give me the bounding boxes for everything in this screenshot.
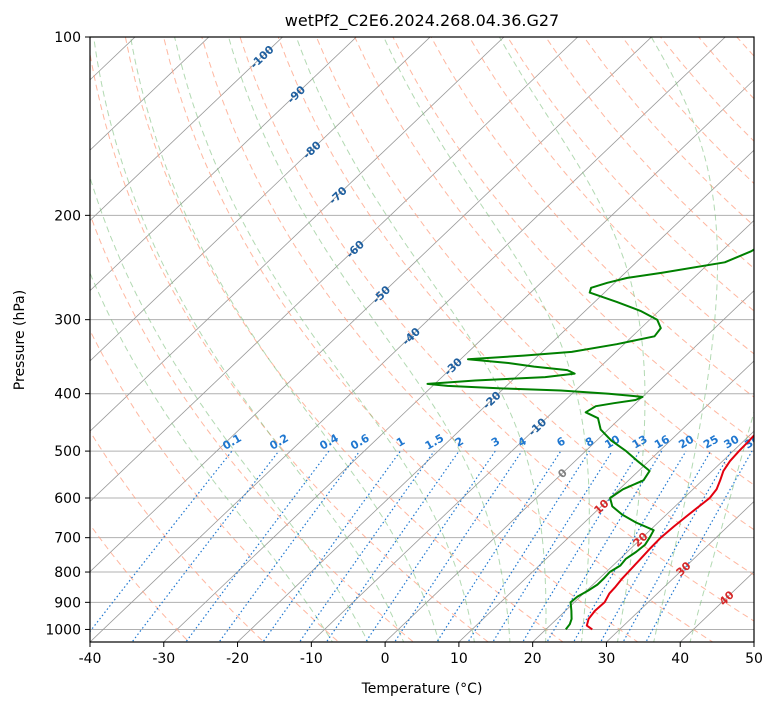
y-tick-label: 600: [54, 491, 81, 507]
moist-adiabat: [93, 37, 405, 642]
x-axis-label: Temperature (°C): [361, 681, 483, 697]
isotherm-line: [458, 360, 754, 642]
dewpoint-profile: [426, 248, 754, 631]
y-tick-label: 900: [54, 595, 81, 611]
moist-adiabat: [650, 37, 718, 642]
x-tick-label: -40: [79, 651, 102, 667]
plot-frame: [89, 36, 755, 643]
isotherm-line: [605, 500, 754, 642]
x-tick-label: 40: [671, 651, 689, 667]
isotherm-line: [90, 37, 726, 642]
dry-adiabat: [201, 37, 714, 642]
y-tick-label: 300: [54, 313, 81, 329]
isotherm-line: [163, 79, 754, 642]
x-tick-label: -20: [226, 651, 249, 667]
y-tick-label: 500: [54, 444, 81, 460]
y-tick-label: 200: [54, 208, 81, 224]
y-tick-label: 1000: [45, 622, 81, 638]
mixing-ratio-line: [572, 450, 687, 642]
chart-title: wetPf2_C2E6.2024.268.04.36.G27: [285, 11, 559, 31]
mixing-ratio-line: [131, 450, 280, 642]
mixing-ratio-line: [622, 450, 732, 642]
x-tick-label: -10: [300, 651, 323, 667]
moist-adiabat: [228, 37, 511, 642]
moist-adiabat: [130, 37, 440, 642]
moist-adiabat: [90, 175, 369, 642]
moist-adiabat: [295, 37, 547, 642]
dry-adiabat: [90, 430, 265, 642]
x-tick-label: 30: [598, 651, 616, 667]
dry-adiabat: [392, 37, 754, 442]
dry-adiabat: [124, 37, 564, 642]
isotherm-line: [90, 37, 579, 503]
mixing-ratio-line: [298, 450, 435, 642]
isotherm-line: [384, 290, 754, 642]
y-tick-label: 400: [54, 387, 81, 403]
mixing-ratio-line: [262, 450, 401, 642]
isotherm-line: [90, 37, 431, 362]
isotherm-line: [90, 37, 505, 432]
dry-adiabat: [430, 37, 754, 398]
dry-adiabat: [239, 37, 754, 622]
temperature-profile: [585, 433, 754, 631]
dry-adiabat: [506, 37, 754, 312]
y-tick-label: 800: [54, 565, 81, 581]
dry-adiabat: [90, 212, 415, 642]
moist-adiabat: [90, 271, 334, 642]
moist-adiabat: [498, 37, 646, 642]
moist-adiabat: [689, 409, 754, 642]
y-tick-label: 700: [54, 531, 81, 547]
x-tick-label: 20: [524, 651, 542, 667]
y-axis-label: Pressure (hPa): [12, 290, 28, 390]
isotherm-line: [90, 37, 357, 292]
isotherm-line: [90, 37, 210, 151]
mixing-ratio-line: [364, 450, 496, 642]
mixing-ratio-line: [599, 450, 712, 642]
y-tick-label: 100: [54, 30, 81, 46]
isotherm-line: [90, 37, 284, 221]
isotherm-line: [310, 219, 754, 642]
x-tick-label: 50: [745, 651, 763, 667]
moist-adiabat: [174, 37, 475, 642]
dry-adiabat: [468, 37, 754, 355]
mixing-ratio-line: [645, 450, 753, 642]
isotherm-line: [532, 430, 754, 642]
mixing-ratio-line: [522, 450, 641, 642]
x-tick-label: -30: [152, 651, 175, 667]
x-tick-label: 0: [381, 651, 390, 667]
x-tick-label: 10: [450, 651, 468, 667]
moist-adiabat: [383, 37, 590, 642]
isotherm-line: [90, 37, 653, 573]
isotherm-line: [236, 149, 754, 642]
mixing-ratio-line: [467, 450, 590, 642]
mixing-ratio-line: [546, 450, 663, 642]
mixing-ratio-line: [492, 450, 613, 642]
